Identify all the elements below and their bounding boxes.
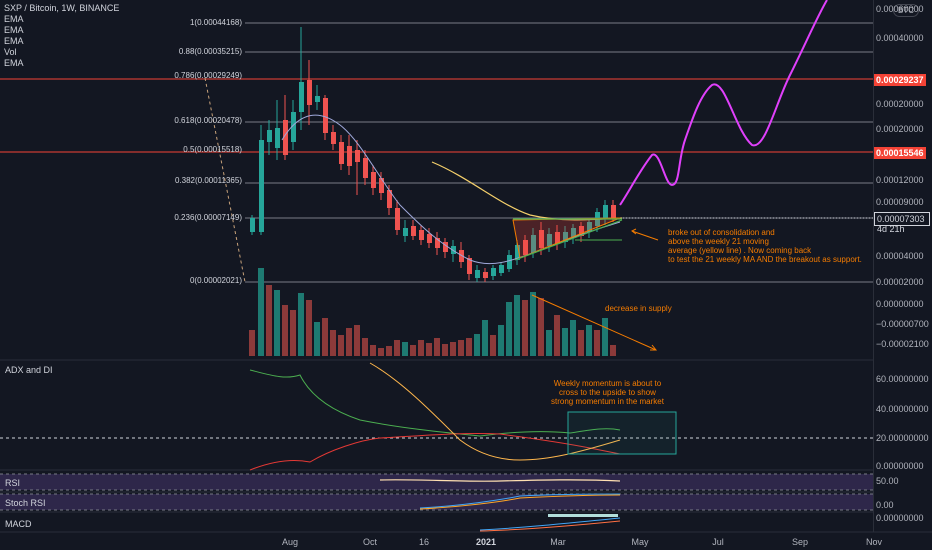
annotation-line: Weekly momentum is about to — [553, 379, 662, 388]
fib-label: 0.236(0.00007149) — [174, 213, 242, 222]
time-axis-label: Nov — [865, 537, 883, 547]
price-axis-label: 0.00002000 — [876, 277, 924, 287]
bar-countdown: 4d 21h — [877, 224, 905, 234]
arrowhead-icon — [650, 344, 658, 351]
di-plus-line — [249, 369, 621, 437]
annotation-consolidation[interactable]: broke out of consolidation and above the… — [668, 228, 862, 264]
time-axis-label: Sep — [791, 537, 809, 547]
price-axis-label: 0.00040000 — [876, 33, 924, 43]
volume-bars — [249, 268, 616, 356]
fib-label: 0(0.00002021) — [189, 276, 242, 285]
momentum-box[interactable] — [567, 411, 677, 455]
macd-histogram — [548, 514, 618, 517]
price-axis-label: 0.00012000 — [876, 175, 924, 185]
adx-axis-label: 40.00000000 — [876, 404, 929, 414]
price-axis-label: 0.00009000 — [876, 197, 924, 207]
annotation-line: strong momentum in the market — [551, 397, 664, 406]
indicator-label[interactable]: EMA — [4, 14, 24, 24]
fib-price-badge: 0.00029237 — [874, 74, 926, 86]
symbol-title[interactable]: SXP / Bitcoin, 1W, BINANCE — [4, 3, 120, 13]
time-axis-label: Oct — [362, 537, 378, 547]
macd-line — [479, 517, 621, 531]
time-axis-label: Aug — [281, 537, 299, 547]
fib-label: 0.786(0.00029249) — [174, 71, 242, 80]
annotation-momentum[interactable]: Weekly momentum is about to cross to the… — [551, 379, 664, 406]
stoch-pane-title[interactable]: Stoch RSI — [5, 498, 46, 508]
time-axis-label: 16 — [418, 537, 430, 547]
price-axis-label: 0.00020000 — [876, 99, 924, 109]
indicator-label[interactable]: EMA — [4, 36, 24, 46]
indicator-label[interactable]: Vol — [4, 47, 17, 57]
adx-pane-title[interactable]: ADX and DI — [5, 365, 53, 375]
current-price-badge: 0.00007303 — [874, 212, 930, 226]
price-candles[interactable] — [250, 27, 616, 282]
fib-label: 0.618(0.00020478) — [174, 116, 242, 125]
stoch-k-line — [419, 493, 621, 509]
fib-label: 0.382(0.00011365) — [174, 176, 242, 185]
time-axis-label: Jul — [712, 537, 724, 547]
time-axis-label: May — [631, 537, 649, 547]
arrow-consolidation[interactable] — [631, 230, 659, 241]
fib-label: 0.5(0.00015518) — [183, 145, 242, 154]
adx-axis-label: 60.00000000 — [876, 374, 929, 384]
adx-axis-label: 0.00000000 — [876, 461, 924, 471]
indicator-label[interactable]: EMA — [4, 25, 24, 35]
di-minus-line — [249, 432, 621, 471]
price-axis-label: −0.00000700 — [876, 319, 929, 329]
time-axis-label: 2021 — [475, 537, 497, 547]
consolidation-triangle[interactable] — [512, 217, 623, 261]
price-axis-label: 0.00020000 — [876, 124, 924, 134]
fib-retracement[interactable] — [0, 22, 873, 283]
rsi-band — [0, 474, 873, 490]
price-axis-label: 0.00004000 — [876, 251, 924, 261]
projection-path[interactable] — [619, 0, 828, 206]
ma21-line — [431, 161, 623, 221]
annotation-line: above the weekly 21 moving — [668, 237, 769, 246]
fib-price-badge: 0.00015546 — [874, 147, 926, 159]
stoch-d-line — [419, 494, 621, 510]
annotation-line: cross to the upside to show — [558, 388, 656, 397]
stoch-axis-label: 0.00 — [876, 500, 894, 510]
rsi-pane-title[interactable]: RSI — [5, 478, 21, 488]
fib-label: 1(0.00044168) — [189, 18, 242, 27]
rsi-axis-label: 50.00 — [876, 476, 899, 486]
macd-pane-title[interactable]: MACD — [5, 519, 32, 529]
price-axis-label: 0.00000000 — [876, 299, 924, 309]
price-axis[interactable] — [873, 0, 932, 532]
annotation-supply[interactable]: decrease in supply — [605, 304, 672, 313]
arrowhead-icon — [631, 228, 637, 235]
price-axis-label: −0.00002100 — [876, 339, 929, 349]
rsi-line — [379, 479, 621, 482]
arrow-supply[interactable] — [531, 294, 657, 351]
chart-legend: SXP / Bitcoin, 1W, BINANCE EMA EMA EMA V… — [4, 3, 119, 69]
macd-axis-label: 0.00000000 — [876, 513, 924, 523]
annotation-line: average (yellow line) . Now coming back — [668, 246, 812, 255]
adx-axis-label: 20.00000000 — [876, 433, 929, 443]
indicator-label[interactable]: EMA — [4, 58, 24, 68]
stoch-band — [0, 494, 873, 510]
currency-badge[interactable]: BTC — [893, 4, 919, 17]
macd-signal-line — [479, 520, 621, 532]
annotation-line: to test the 21 weekly MA AND the breakou… — [668, 255, 862, 264]
fib-label: 0.88(0.00035215) — [178, 47, 242, 56]
time-axis-label: Mar — [550, 537, 566, 547]
price-axis-label: 0.00060000 — [876, 4, 924, 14]
annotation-line: broke out of consolidation and — [668, 228, 775, 237]
